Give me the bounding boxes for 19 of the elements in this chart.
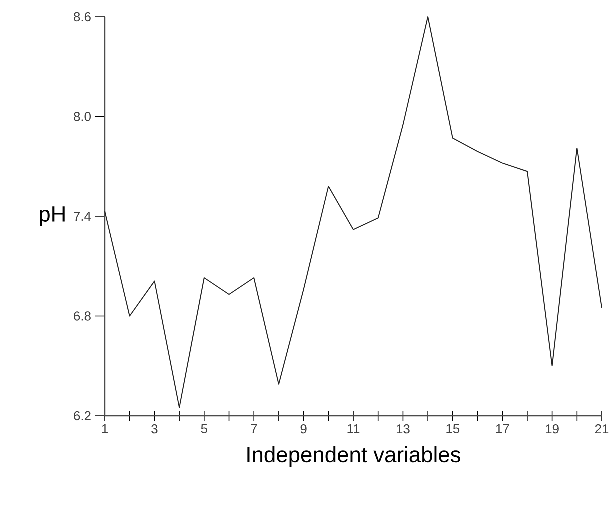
x-tick-label: 15	[446, 424, 460, 434]
y-tick-label: 8.0	[74, 112, 91, 122]
y-tick-label: 8.6	[74, 12, 91, 22]
y-tick-label: 7.4	[74, 212, 92, 221]
line-series	[104, 16, 603, 408]
x-tick-label: 9	[300, 424, 307, 434]
x-tick-label: 13	[396, 424, 410, 434]
x-tick-label: 7	[251, 424, 258, 434]
x-tick-label: 5	[201, 424, 208, 434]
x-tick-label: 19	[546, 424, 559, 434]
x-tick-label: 17	[496, 424, 510, 434]
x-tick-label: 3	[152, 424, 158, 434]
x-tick-label: 11	[348, 424, 360, 434]
x-tick-label: 21	[595, 424, 609, 434]
y-tick-label: 6.8	[74, 312, 91, 321]
y-axis-title: pH	[40, 206, 65, 226]
y-tick-label: 6.2	[74, 411, 91, 421]
x-axis-title: Independent variables	[248, 446, 460, 467]
x-tick-label: 1	[102, 424, 108, 434]
